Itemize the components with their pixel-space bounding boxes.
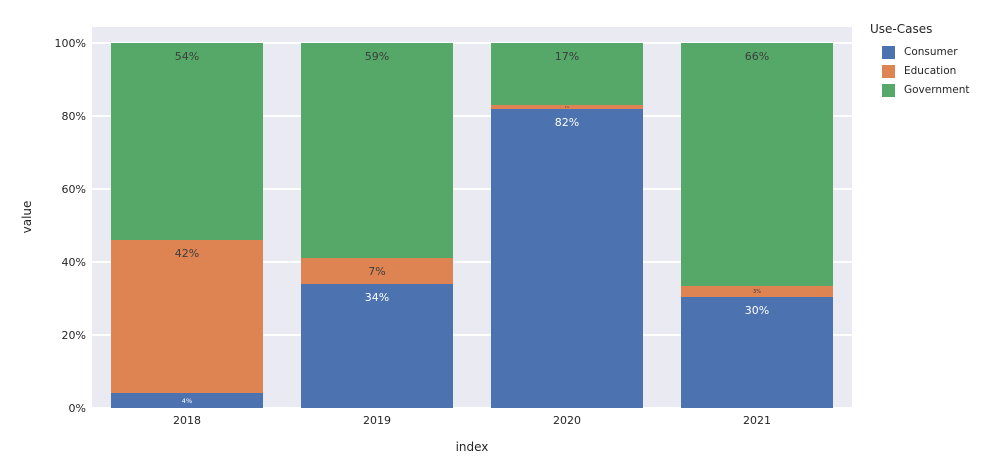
bar-segment-education: 1% bbox=[491, 105, 643, 109]
grid-line bbox=[92, 188, 852, 190]
bar-segment-government: 59% bbox=[301, 43, 453, 259]
bar-segment-education: 42% bbox=[111, 240, 263, 394]
bar-value-label: 54% bbox=[174, 50, 200, 63]
bar-segment-education: 7% bbox=[301, 258, 453, 284]
bar-segment-government: 17% bbox=[491, 43, 643, 106]
bar-value-label: 82% bbox=[554, 115, 580, 129]
bar-value-label: 7% bbox=[368, 264, 386, 278]
legend-item-consumer: Consumer bbox=[882, 46, 969, 59]
legend-item-government: Government bbox=[882, 84, 969, 97]
y-tick-label: 100% bbox=[54, 36, 86, 50]
grid-line bbox=[92, 42, 852, 44]
y-tick-label: 20% bbox=[61, 328, 86, 342]
bar-value-label: 34% bbox=[364, 290, 390, 304]
x-tick-label: 2018 bbox=[173, 414, 201, 427]
bar-segment-consumer: 34% bbox=[301, 283, 453, 408]
y-tick-label: 40% bbox=[61, 255, 86, 269]
bar-value-label: 30% bbox=[744, 304, 770, 318]
legend-item-label: Education bbox=[904, 65, 957, 77]
plot-area: 4% 42% 54% 34% 7% 59% 82% 1% 17% 30% 3% 66% bbox=[92, 27, 852, 408]
grid-line bbox=[92, 407, 852, 408]
x-tick-label: 2020 bbox=[553, 414, 581, 427]
x-tick-label: 2021 bbox=[743, 414, 771, 427]
legend-title: Use-Cases bbox=[870, 22, 933, 36]
legend: Use-Cases Consumer Education Government bbox=[868, 22, 969, 103]
y-tick-label: 80% bbox=[61, 109, 86, 123]
bar-value-label: 17% bbox=[554, 50, 580, 63]
bar-segment-consumer: 4% bbox=[111, 393, 263, 408]
bar-value-label: 42% bbox=[174, 247, 200, 261]
bar-segment-education: 3% bbox=[681, 286, 833, 298]
legend-swatch-consumer bbox=[882, 46, 895, 59]
legend-swatch-education bbox=[882, 65, 895, 78]
grid-line bbox=[92, 334, 852, 336]
grid-line bbox=[92, 261, 852, 263]
bar-segment-consumer: 30% bbox=[681, 297, 833, 408]
bar-segment-government: 54% bbox=[111, 43, 263, 241]
bar-value-label: 59% bbox=[364, 50, 390, 63]
bar-value-label: 3% bbox=[753, 288, 761, 295]
legend-item-education: Education bbox=[882, 65, 969, 78]
legend-items: Consumer Education Government bbox=[868, 46, 969, 97]
bar-value-label: 4% bbox=[181, 396, 193, 405]
bar-value-label: 1% bbox=[564, 104, 570, 109]
legend-item-label: Government bbox=[904, 84, 970, 96]
bar-value-label: 66% bbox=[744, 50, 770, 63]
x-tick-label: 2019 bbox=[363, 414, 391, 427]
x-axis-label: index bbox=[455, 440, 489, 454]
bar-segment-consumer: 82% bbox=[491, 108, 643, 408]
bar-segment-government: 66% bbox=[681, 43, 833, 287]
legend-swatch-government bbox=[882, 84, 895, 97]
y-tick-label: 60% bbox=[61, 182, 86, 196]
legend-item-label: Consumer bbox=[904, 46, 958, 58]
y-tick-label: 0% bbox=[68, 401, 86, 415]
grid-line bbox=[92, 115, 852, 117]
